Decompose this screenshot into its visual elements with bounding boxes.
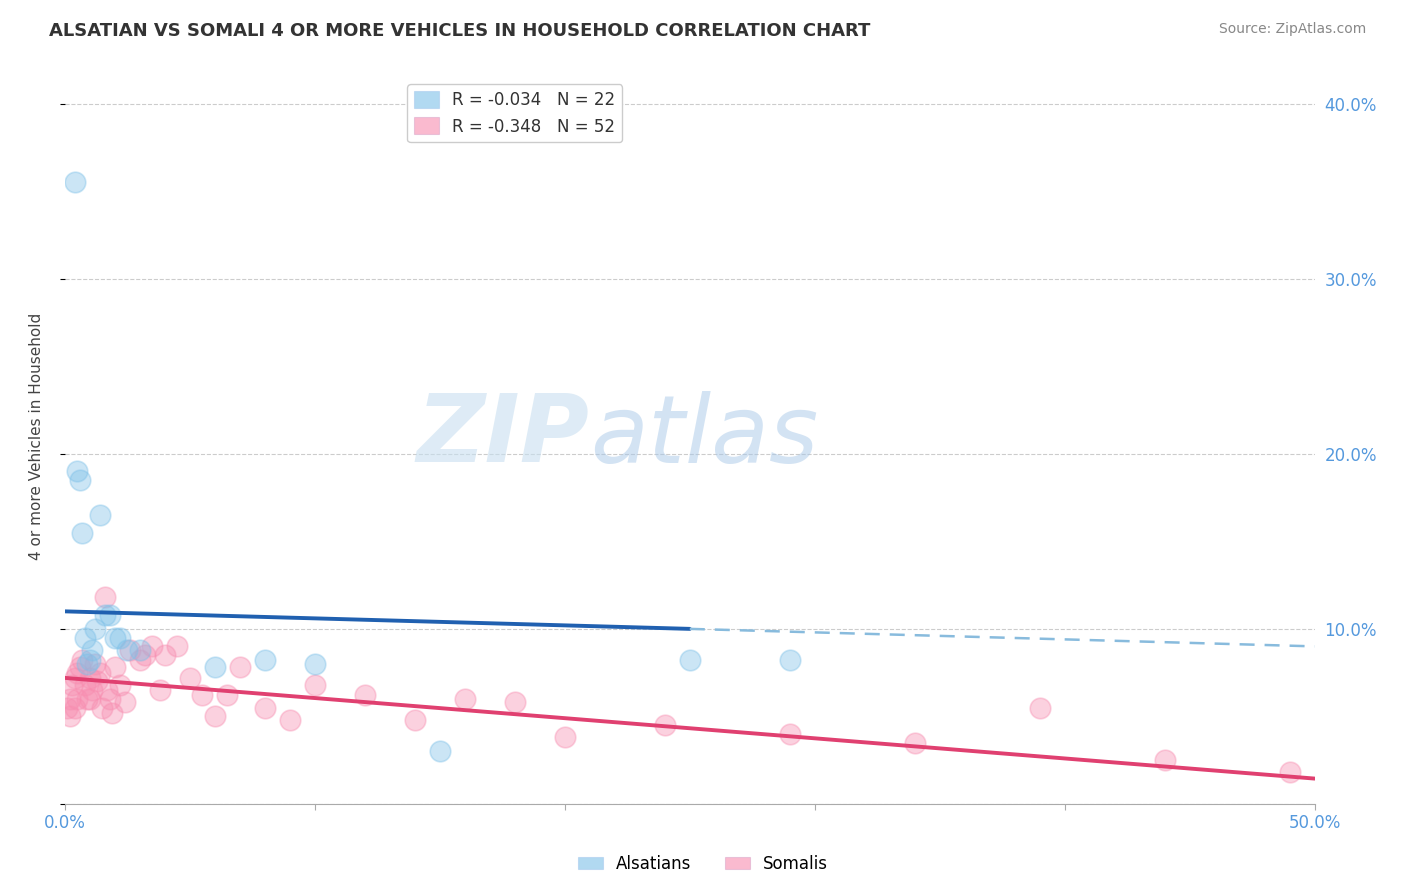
Point [76,692,98,706]
Point [83,622,105,636]
Point [191,689,214,703]
Point [1278,765,1301,780]
Point [94,591,117,605]
Point [128,653,150,667]
Point [63,700,86,714]
Point [69,660,91,674]
Point [69,473,91,487]
Point [79,653,101,667]
Point [779,653,801,667]
Point [56,700,79,714]
Point [779,727,801,741]
Point [229,660,252,674]
Point [404,713,426,727]
Point [304,678,326,692]
Point [89,665,111,680]
Point [654,718,676,732]
Point [73,631,96,645]
Point [454,692,477,706]
Point [353,689,375,703]
Point [217,689,239,703]
Point [108,631,131,645]
Point [89,508,111,522]
Legend: R = -0.034   N = 22, R = -0.348   N = 52: R = -0.034 N = 22, R = -0.348 N = 52 [408,84,623,142]
Point [128,643,150,657]
Point [1153,753,1175,767]
Point [94,607,117,622]
Point [554,731,576,745]
Point [679,653,702,667]
Point [63,671,86,685]
Point [278,713,301,727]
Point [141,640,163,654]
Point [82,643,104,657]
Point [59,692,82,706]
Point [149,683,172,698]
Point [1029,700,1052,714]
Point [166,640,188,654]
Point [83,657,105,671]
Point [104,631,127,645]
Point [66,464,89,478]
Text: Source: ZipAtlas.com: Source: ZipAtlas.com [1219,22,1367,37]
Point [79,692,101,706]
Point [66,692,89,706]
Point [253,653,276,667]
Point [86,674,108,689]
Point [101,706,124,720]
Point [76,657,98,671]
Point [429,744,451,758]
Point [73,678,96,692]
Point [204,709,226,723]
Point [108,678,131,692]
Point [153,648,176,662]
Point [118,643,141,657]
Point [104,660,127,674]
Point [117,643,139,657]
Point [204,660,226,674]
Point [60,678,83,692]
Point [98,607,121,622]
Point [503,695,526,709]
Text: ZIP: ZIP [418,391,591,483]
Y-axis label: 4 or more Vehicles in Household: 4 or more Vehicles in Household [30,312,44,560]
Point [72,653,94,667]
Point [304,657,326,671]
Legend: Alsatians, Somalis: Alsatians, Somalis [571,848,835,880]
Point [179,671,201,685]
Point [253,700,276,714]
Point [114,695,136,709]
Point [98,692,121,706]
Point [134,648,156,662]
Point [904,736,927,750]
Point [82,683,104,698]
Point [91,700,114,714]
Point [96,683,118,698]
Point [66,665,89,680]
Point [63,175,86,189]
Point [72,525,94,540]
Text: ALSATIAN VS SOMALI 4 OR MORE VEHICLES IN HOUSEHOLD CORRELATION CHART: ALSATIAN VS SOMALI 4 OR MORE VEHICLES IN… [49,22,870,40]
Text: atlas: atlas [591,391,818,482]
Point [59,709,82,723]
Point [79,671,101,685]
